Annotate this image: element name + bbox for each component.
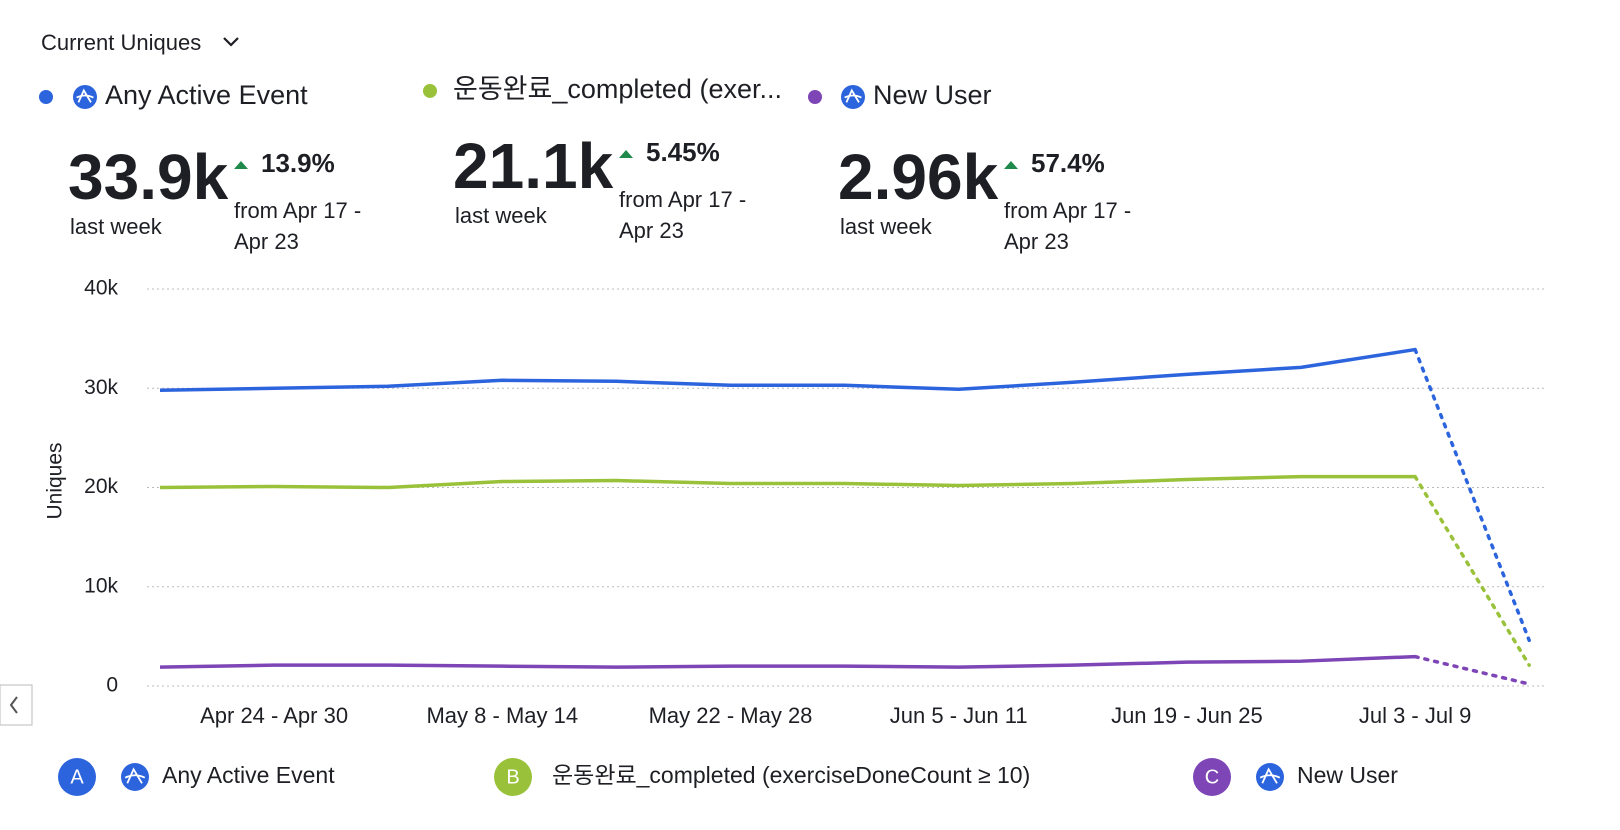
summary-value: 2.96k	[838, 141, 999, 213]
x-tick-label: Jun 5 - Jun 11	[890, 703, 1028, 728]
summary-compare: from Apr 17 -	[1004, 198, 1131, 223]
series-name: 운동완료_completed (exerciseDoneCount ≥ 10)	[552, 762, 1030, 788]
summary-compare: from Apr 17 -	[619, 187, 746, 212]
series-name: New User	[1297, 762, 1398, 788]
series-incomplete-line	[1413, 654, 1531, 686]
y-tick-label: 30k	[84, 376, 118, 399]
event-icon-glyph	[1259, 767, 1281, 784]
summary-period: last week	[840, 214, 933, 239]
series-badge	[494, 758, 532, 796]
summary-value: 21.1k	[453, 130, 614, 202]
series-name: Any Active Event	[162, 762, 335, 788]
summary-change: 57.4%	[1031, 148, 1105, 178]
series-incomplete-line	[1413, 474, 1531, 667]
event-icon	[121, 763, 149, 791]
x-tick-label: May 22 - May 28	[649, 703, 813, 728]
header-title[interactable]: Current Uniques	[41, 30, 201, 55]
summary-change: 5.45%	[646, 137, 720, 167]
series-line	[159, 474, 1416, 490]
y-axis-label: Uniques	[44, 442, 67, 519]
change-arrow	[234, 161, 248, 169]
legend-dot	[423, 83, 437, 98]
summary-value: 33.9k	[68, 141, 229, 213]
x-tick-label: Jun 19 - Jun 25	[1111, 703, 1263, 728]
legend-label: 운동완료_completed (exer...	[453, 74, 782, 104]
series-incomplete-line	[1413, 347, 1531, 643]
summary-compare: Apr 23	[1004, 229, 1069, 254]
series-line	[159, 347, 1416, 392]
event-icon	[1256, 763, 1284, 791]
y-tick-label: 40k	[84, 277, 118, 300]
legend-label: Any Active Event	[105, 80, 308, 110]
series-badge-letter: A	[70, 766, 84, 788]
x-tick-label: Jul 3 - Jul 9	[1359, 703, 1472, 728]
series-line	[159, 654, 1416, 669]
legend-dot	[39, 90, 53, 104]
change-arrow	[619, 150, 633, 158]
event-icon-glyph	[844, 88, 862, 103]
collapse-button[interactable]	[0, 684, 33, 726]
summary-change: 13.9%	[261, 148, 335, 178]
series-badge	[1193, 758, 1231, 796]
series-badge-letter: B	[506, 766, 519, 788]
collapse-icon	[9, 696, 18, 714]
summary-period: last week	[455, 203, 548, 228]
summary-compare: from Apr 17 -	[234, 198, 361, 223]
legend-dot	[808, 90, 822, 104]
summary-compare: Apr 23	[619, 218, 684, 243]
event-icon-glyph	[124, 767, 146, 784]
event-icon	[841, 85, 865, 109]
y-tick-label: 20k	[84, 475, 118, 498]
series-badge-letter: C	[1205, 766, 1219, 788]
event-icon	[73, 85, 97, 109]
dropdown-chevron[interactable]	[223, 37, 239, 47]
y-tick-label: 0	[106, 674, 118, 697]
change-arrow	[1004, 161, 1018, 169]
x-tick-label: May 8 - May 14	[426, 703, 578, 728]
series-badge	[58, 758, 96, 796]
summary-period: last week	[70, 214, 163, 239]
legend-label: New User	[873, 80, 992, 110]
y-tick-label: 10k	[84, 574, 118, 597]
event-icon-glyph	[76, 88, 94, 103]
summary-compare: Apr 23	[234, 229, 299, 254]
x-tick-label: Apr 24 - Apr 30	[200, 703, 348, 728]
